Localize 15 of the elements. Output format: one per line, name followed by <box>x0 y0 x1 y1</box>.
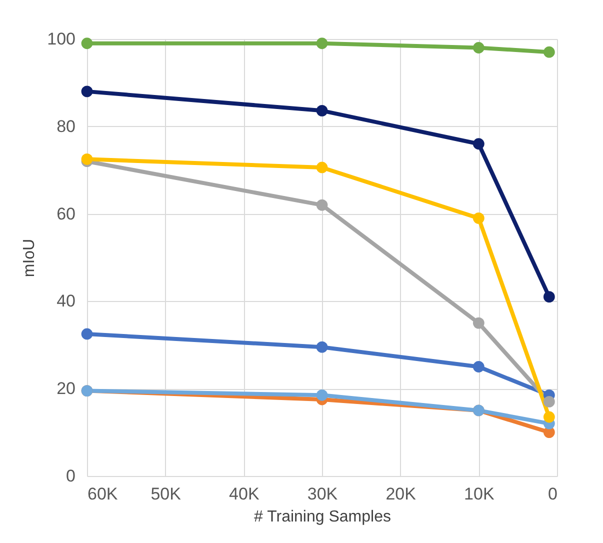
y-tick-label: 40 <box>56 292 76 311</box>
x-tick-label: 20K <box>386 484 417 504</box>
y-tick-label: 100 <box>47 30 76 48</box>
x-tick-label: 40K <box>229 484 260 504</box>
x-tick-label: 30K <box>307 484 338 504</box>
y-tick-label: 20 <box>56 379 76 398</box>
y-tick-label: 60 <box>56 204 76 224</box>
y-tick-label: 80 <box>56 116 76 136</box>
x-tick-label: 60K <box>88 484 118 504</box>
x-tick-label: 0 <box>548 484 558 504</box>
y-axis-title: mIoU <box>21 238 38 278</box>
x-tick-label: 50K <box>150 484 182 504</box>
x-axis-title: # Training Samples <box>254 508 391 526</box>
y-tick-label: 0 <box>66 466 76 486</box>
x-tick-label: 10K <box>464 484 495 504</box>
